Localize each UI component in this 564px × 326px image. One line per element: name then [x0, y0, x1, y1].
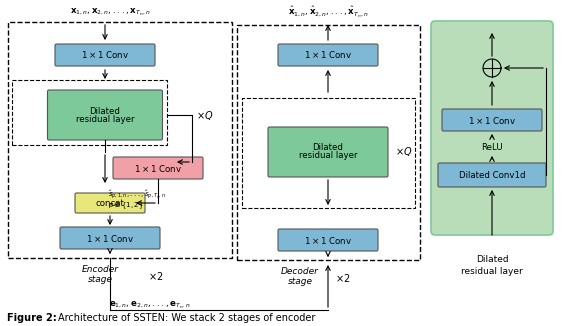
FancyBboxPatch shape	[47, 90, 162, 140]
Text: ReLU: ReLU	[481, 142, 503, 152]
Text: $\times 2$: $\times 2$	[148, 270, 164, 282]
Text: $\mathbf{x}_{1,n}, \mathbf{x}_{2,n}, ..., \mathbf{x}_{T_n,n}$: $\mathbf{x}_{1,n}, \mathbf{x}_{2,n}, ...…	[70, 6, 150, 18]
Text: $p \in \{1,2\}$: $p \in \{1,2\}$	[108, 201, 144, 211]
Text: $\hat{s}_{p,1,n}, ..., \hat{s}_{p,T_n,n}$: $\hat{s}_{p,1,n}, ..., \hat{s}_{p,T_n,n}…	[108, 189, 166, 201]
FancyBboxPatch shape	[113, 157, 203, 179]
FancyBboxPatch shape	[278, 44, 378, 66]
Text: Dilated Conv1d: Dilated Conv1d	[459, 170, 525, 180]
Text: Dilated: Dilated	[90, 107, 121, 115]
Text: Figure 2:: Figure 2:	[7, 313, 57, 323]
Text: residual layer: residual layer	[461, 268, 523, 276]
FancyBboxPatch shape	[75, 193, 145, 213]
Text: stage: stage	[288, 277, 312, 287]
Text: Encoder: Encoder	[82, 265, 118, 274]
Text: $\hat{\mathbf{x}}_{1,n}, \hat{\mathbf{x}}_{2,n}, ..., \hat{\mathbf{x}}_{T_n,n}$: $\hat{\mathbf{x}}_{1,n}, \hat{\mathbf{x}…	[288, 5, 368, 20]
Text: residual layer: residual layer	[76, 114, 134, 124]
FancyBboxPatch shape	[55, 44, 155, 66]
Text: concat: concat	[95, 199, 125, 208]
Text: $1 \times 1$ Conv: $1 \times 1$ Conv	[81, 50, 129, 61]
Text: Architecture of SSTEN: We stack 2 stages of encoder: Architecture of SSTEN: We stack 2 stages…	[58, 313, 315, 323]
Text: $1 \times 1$ Conv: $1 \times 1$ Conv	[134, 162, 182, 173]
FancyBboxPatch shape	[268, 127, 388, 177]
Text: $\times Q$: $\times Q$	[196, 109, 213, 122]
Text: $1 \times 1$ Conv: $1 \times 1$ Conv	[86, 232, 134, 244]
Text: $\mathbf{e}_{1,n}, \mathbf{e}_{2,n}, ..., \mathbf{e}_{T_n,n}$: $\mathbf{e}_{1,n}, \mathbf{e}_{2,n}, ...…	[109, 299, 191, 311]
Text: $1 \times 1$ Conv: $1 \times 1$ Conv	[468, 114, 516, 126]
Text: Dilated: Dilated	[312, 143, 343, 153]
Text: $1 \times 1$ Conv: $1 \times 1$ Conv	[304, 50, 352, 61]
FancyBboxPatch shape	[278, 229, 378, 251]
Text: $1 \times 1$ Conv: $1 \times 1$ Conv	[304, 234, 352, 245]
FancyBboxPatch shape	[442, 109, 542, 131]
Text: stage: stage	[87, 275, 112, 285]
FancyBboxPatch shape	[431, 21, 553, 235]
FancyBboxPatch shape	[60, 227, 160, 249]
FancyBboxPatch shape	[438, 163, 546, 187]
Text: $\times 2$: $\times 2$	[335, 272, 350, 284]
Text: residual layer: residual layer	[299, 152, 357, 160]
Text: $\times Q$: $\times Q$	[395, 145, 412, 158]
Text: Dilated: Dilated	[475, 256, 508, 264]
Text: Decoder: Decoder	[281, 268, 319, 276]
